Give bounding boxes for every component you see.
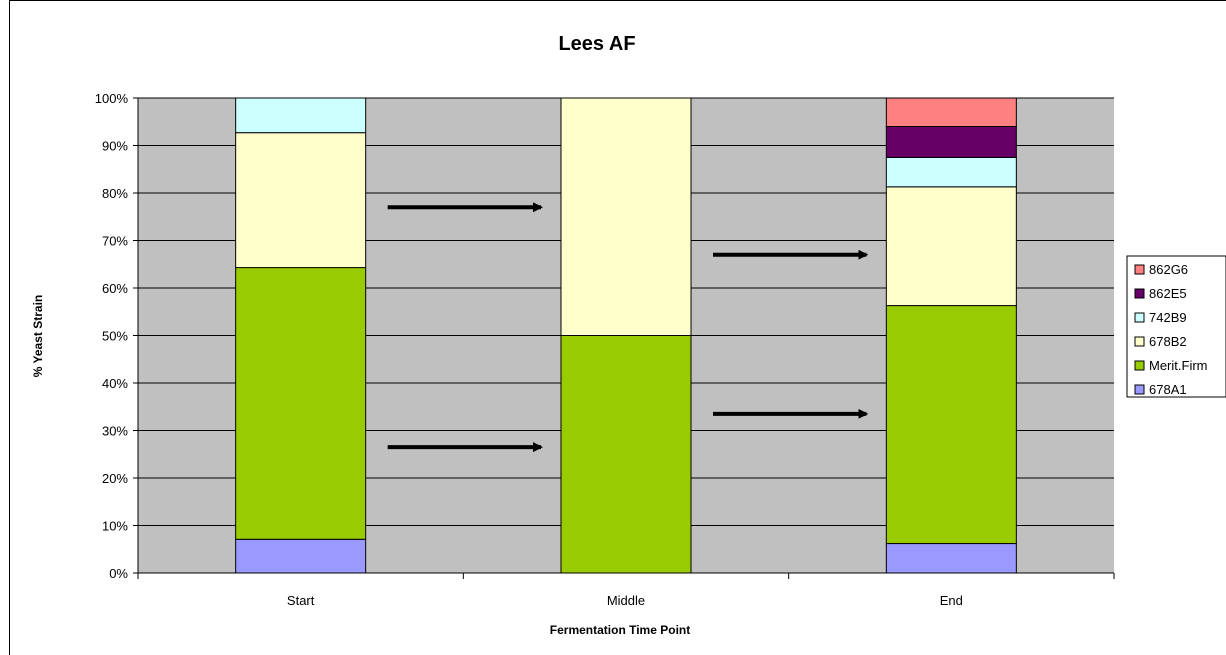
bar-segment	[235, 538, 367, 574]
bar-segment	[235, 97, 367, 134]
bar-segment	[235, 132, 367, 269]
chart-title: Lees AF	[558, 33, 635, 55]
legend-swatch	[1134, 288, 1145, 299]
legend-item-label: 862E5	[1149, 286, 1187, 301]
bar-segment	[235, 267, 367, 540]
y-tick-label: 60%	[102, 281, 128, 296]
bar-segment	[885, 126, 1017, 158]
legend-item-label: 862G6	[1149, 262, 1188, 277]
y-tick-label: 40%	[102, 376, 128, 391]
bar-segment	[560, 335, 692, 574]
y-tick-label: 70%	[102, 234, 128, 249]
bar-segment	[885, 97, 1017, 127]
y-tick-label: 80%	[102, 186, 128, 201]
bar-segment	[885, 186, 1017, 307]
legend-swatch	[1134, 336, 1145, 347]
legend-item-label: Merit.Firm	[1149, 358, 1208, 373]
y-tick-label: 10%	[102, 519, 128, 534]
legend-swatch	[1134, 360, 1145, 371]
legend-box	[1126, 255, 1226, 398]
legend-swatch	[1134, 312, 1145, 323]
legend-swatch	[1134, 264, 1145, 275]
legend-item-label: 678A1	[1149, 382, 1187, 397]
bar-segment	[885, 305, 1017, 545]
bar-segment	[885, 156, 1017, 188]
legend-swatch	[1134, 384, 1145, 395]
x-tick-label: End	[940, 593, 963, 608]
y-tick-label: 90%	[102, 139, 128, 154]
legend: 862G6 862E5 742B9 678B2 Merit.Firm 678A1	[1126, 255, 1226, 398]
y-axis-title: % Yeast Strain	[31, 295, 45, 378]
x-axis-title: Fermentation Time Point	[550, 623, 690, 637]
y-tick-label: 0%	[109, 566, 128, 581]
legend-item-label: 742B9	[1149, 310, 1187, 325]
y-tick-label: 30%	[102, 424, 128, 439]
legend-item-label: 678B2	[1149, 334, 1187, 349]
bar-segment	[885, 543, 1017, 574]
bar-segment	[560, 97, 692, 336]
y-tick-label: 100%	[95, 91, 129, 106]
x-tick-label: Middle	[607, 593, 645, 608]
y-tick-label: 50%	[102, 329, 128, 344]
y-tick-label: 20%	[102, 471, 128, 486]
chart-frame	[9, 0, 1226, 655]
x-tick-label: Start	[287, 593, 315, 608]
